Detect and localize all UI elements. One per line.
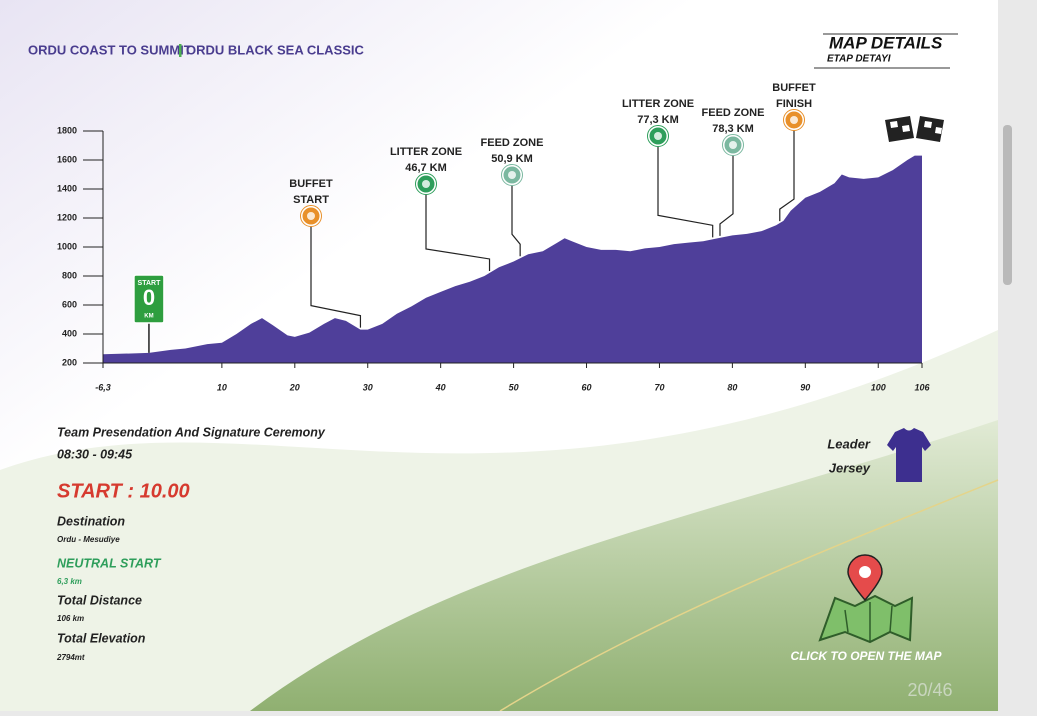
zone-label: FEED ZONE: [702, 107, 765, 119]
wave-line: [499, 479, 999, 712]
leader-line: [511, 185, 521, 257]
y-tick-label: 200: [62, 357, 77, 367]
zone-icon-ring: [501, 164, 523, 186]
zone-icon-ring: [783, 109, 805, 131]
finish-flags: [885, 116, 944, 142]
info-label: NEUTRAL START: [57, 556, 162, 570]
info-value: 6,3 km: [57, 577, 82, 586]
x-tick-label: 100: [871, 382, 886, 392]
info-value: Ordu - Mesudiye: [57, 535, 120, 544]
title: ORDU BLACK SEA CLASSIC: [186, 42, 365, 57]
leader-line: [657, 146, 714, 238]
jersey: [887, 428, 931, 482]
x-tick-label: -6,3: [95, 382, 111, 392]
info-label: Total Distance: [57, 593, 142, 607]
leader-line: [425, 194, 491, 271]
y-tick-label: 1200: [57, 212, 77, 222]
wave: [250, 420, 998, 711]
map-link[interactable]: CLICK TO OPEN THE MAP: [790, 649, 942, 663]
zone-label: 78,3 KM: [712, 123, 754, 135]
zone-icon-inner: [790, 116, 798, 124]
x-tick-label: 60: [582, 382, 592, 392]
map-button[interactable]: CLICK TO OPEN THE MAP: [790, 554, 943, 663]
badge-lines: [814, 33, 958, 69]
zone-label: 50,9 KM: [491, 153, 533, 165]
start-sign-value: 0: [143, 285, 155, 310]
zone-label: FINISH: [776, 98, 812, 110]
info-label: Total Elevation: [57, 631, 146, 645]
zone-label: 77,3 KM: [637, 114, 679, 126]
leader-line: [719, 155, 734, 236]
zone-icon-ring: [300, 205, 322, 227]
x-tick-label: 90: [800, 382, 810, 392]
zone-icon-inner: [508, 171, 516, 179]
badge-subtitle: ETAP DETAYI: [827, 54, 891, 65]
y-tick-label: 400: [62, 328, 77, 338]
title-separator: [179, 44, 182, 57]
x-tick-label: 70: [654, 382, 664, 392]
y-tick-label: 1800: [57, 125, 77, 135]
badge-title: MAP DETAILS: [829, 33, 943, 52]
ceremony: Team Presendation And Signature Ceremony: [57, 425, 326, 439]
zone-label: LITTER ZONE: [622, 98, 694, 110]
x-tick-label: 30: [363, 382, 373, 392]
info-label: Destination: [57, 514, 125, 528]
y-tick-label: 1600: [57, 154, 77, 164]
zone-label: BUFFET: [772, 82, 816, 94]
zone-icon-ring: [647, 125, 669, 147]
zone-label: START: [293, 194, 329, 206]
zone-label: BUFFET: [289, 178, 333, 190]
title: ORDU COAST TO SUMMIT: [28, 42, 192, 57]
start-sign-unit: KM: [144, 314, 153, 320]
info-value: 2794mt: [56, 653, 85, 662]
x-tick-label: 50: [509, 382, 519, 392]
zone-label: FEED ZONE: [481, 137, 544, 149]
zone-icon-inner: [654, 132, 662, 140]
y-tick-label: 600: [62, 299, 77, 309]
x-tick-label: 20: [289, 382, 300, 392]
zone-icon-ring: [722, 134, 744, 156]
leader-line: [779, 130, 795, 222]
start-sign: [133, 274, 165, 324]
x-tick-label: 106: [914, 382, 930, 392]
zone-icon-inner: [729, 141, 737, 149]
info-value: 106 km: [57, 614, 84, 623]
y-tick-label: 1400: [57, 183, 77, 193]
jersey-label: Jersey: [829, 460, 871, 475]
start-time: START : 10.00: [57, 480, 190, 502]
y-tick-label: 800: [62, 270, 77, 280]
leader-line: [310, 226, 362, 328]
scrollbar[interactable]: [1003, 125, 1012, 285]
page-number: 20/46: [907, 680, 952, 700]
zone-icon-inner: [307, 212, 315, 220]
x-tick-label: 40: [435, 382, 446, 392]
start-sign-top: START: [138, 280, 162, 287]
x-tick-label: 10: [217, 382, 227, 392]
x-tick-label: 80: [727, 382, 737, 392]
elevation-area: [103, 155, 922, 363]
zone-label: LITTER ZONE: [390, 146, 462, 158]
zone-icon-inner: [422, 180, 430, 188]
zone-label: 46,7 KM: [405, 162, 447, 174]
y-tick-label: 1000: [57, 241, 77, 251]
ceremony-time: 08:30 - 09:45: [57, 447, 133, 461]
jersey-label: Leader: [827, 436, 871, 451]
zone-icon-ring: [415, 173, 437, 195]
